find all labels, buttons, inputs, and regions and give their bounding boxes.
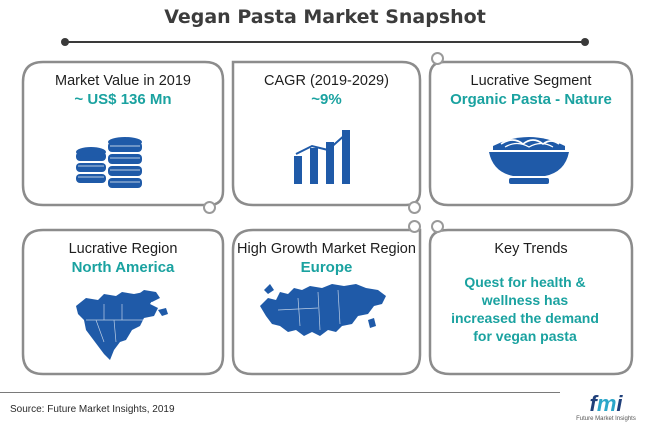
card-value: Organic Pasta - Nature <box>450 91 612 108</box>
card-heading: High Growth Market Region <box>237 241 416 257</box>
divider-left-dot <box>61 38 69 46</box>
card-market-value: Market Value in 2019 ~ US$ 136 Mn <box>23 72 223 110</box>
page-title: Vegan Pasta Market Snapshot <box>164 6 486 28</box>
card-frame-growth <box>231 228 422 376</box>
logo-mark: fmi <box>589 391 623 416</box>
card-value: ~ US$ 136 Mn <box>74 91 172 108</box>
card-trends: Key Trends <box>430 240 632 258</box>
divider-right-dot <box>581 38 589 46</box>
card-heading: Lucrative Segment <box>470 73 592 89</box>
card-heading: Lucrative Region <box>68 241 178 257</box>
card-value: Europe <box>300 259 353 276</box>
connector-ring <box>431 220 444 233</box>
card-frame-segment <box>428 60 634 207</box>
pasta-bowl-icon <box>489 137 569 184</box>
title-divider <box>65 41 585 43</box>
source-note: Source: Future Market Insights, 2019 <box>10 404 175 415</box>
card-frame-region <box>21 228 225 376</box>
europe-map-icon <box>260 284 386 336</box>
card-heading: CAGR (2019-2029) <box>264 73 389 89</box>
card-heading: Market Value in 2019 <box>55 73 191 89</box>
logo-subtitle: Future Market Insights <box>576 416 636 422</box>
footer-divider <box>0 392 560 393</box>
card-value: North America <box>71 259 175 276</box>
fmi-logo: fmi Future Market Insights <box>575 393 637 423</box>
coin-stack-icon <box>76 137 142 188</box>
bar-chart-icon <box>294 130 350 184</box>
connector-ring <box>408 220 421 233</box>
card-value: ~9% <box>311 91 342 108</box>
key-trends-text: Quest for health & wellness has increase… <box>451 274 599 344</box>
connector-ring <box>431 52 444 65</box>
card-segment: Lucrative Segment Organic Pasta - Nature <box>430 72 632 110</box>
connector-ring <box>408 201 421 214</box>
card-growth: High Growth Market Region Europe <box>233 240 420 278</box>
card-frame-trends <box>428 228 634 376</box>
card-region: Lucrative Region North America <box>23 240 223 278</box>
card-heading: Key Trends <box>494 241 568 257</box>
connector-ring <box>203 201 216 214</box>
card-cagr: CAGR (2019-2029) ~9% <box>233 72 420 110</box>
north-america-map-icon <box>76 290 168 360</box>
